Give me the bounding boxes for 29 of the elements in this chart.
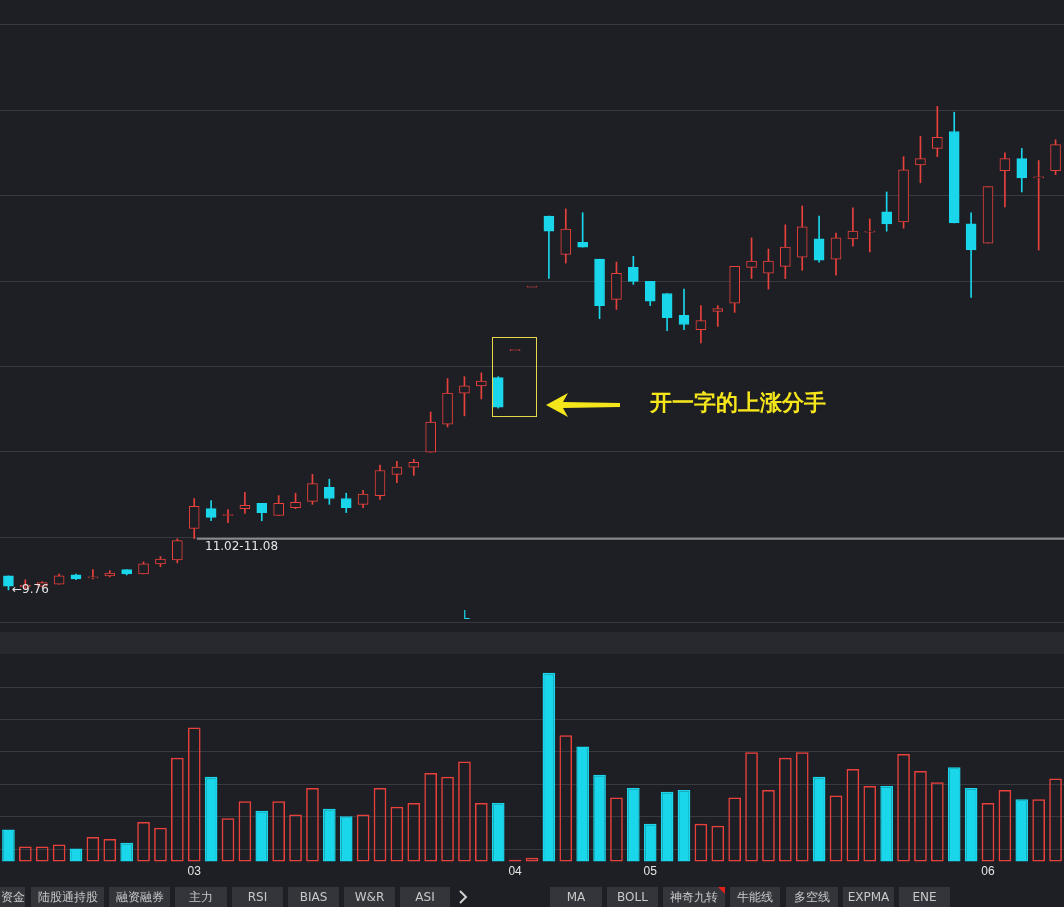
text: 神奇九转 (663, 887, 725, 907)
text: L (463, 608, 470, 622)
candlestick (999, 152, 1011, 208)
x-tick-label: 04 (508, 864, 523, 879)
annotation: 11.02-11.08 (205, 539, 279, 553)
text: BOLL (607, 887, 658, 907)
text: 牛能线 (730, 887, 780, 907)
text: 融资融券 (109, 887, 170, 907)
annotation: ←9.76 (12, 582, 49, 596)
text: 主力 (175, 887, 227, 907)
text: 多空线 (786, 887, 838, 907)
annotation: 开一字的上涨分手 (650, 389, 826, 417)
candlestick (526, 285, 538, 288)
text: BIAS (288, 887, 339, 907)
text: W&R (344, 887, 395, 907)
candlestick (87, 569, 99, 580)
text: ASI (400, 887, 450, 907)
text: EXPMA (843, 887, 894, 907)
text: MA (550, 887, 602, 907)
text: 资金 (0, 887, 25, 907)
x-tick-label: 05 (643, 864, 658, 879)
candlestick (864, 218, 876, 253)
text: RSI (232, 887, 283, 907)
candlestick (712, 305, 724, 327)
x-tick-label: 03 (187, 864, 202, 879)
text: ENE (899, 887, 950, 907)
candlestick (678, 288, 690, 331)
x-tick-label: 06 (981, 864, 995, 879)
text: 陆股通持股 (31, 887, 104, 907)
